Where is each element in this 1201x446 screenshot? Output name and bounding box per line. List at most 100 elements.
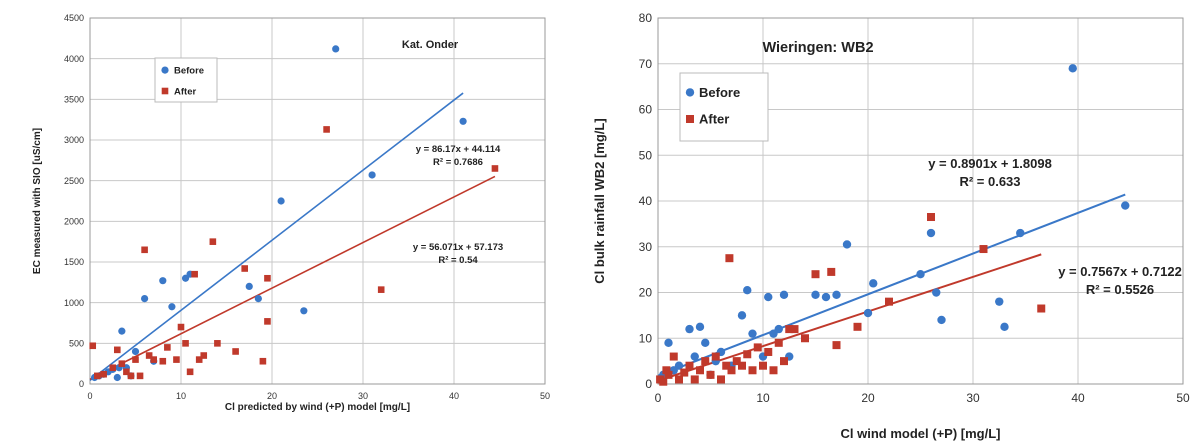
point-after: [738, 361, 746, 370]
point-before: [737, 311, 747, 320]
equation-before: y = 0.8901x + 1.8098: [928, 156, 1052, 171]
point-after: [118, 360, 126, 367]
point-before: [459, 117, 467, 125]
point-after: [979, 245, 988, 254]
point-after: [753, 343, 762, 352]
y-tick-label: 500: [69, 338, 84, 348]
point-after: [145, 352, 153, 359]
point-before: [748, 329, 757, 338]
point-after: [801, 334, 809, 343]
point-after: [748, 366, 757, 375]
point-after: [927, 213, 935, 222]
chart-title: Kat. Onder: [402, 39, 459, 51]
y-tick-label: 2000: [64, 216, 84, 226]
point-after: [669, 352, 678, 361]
y-tick-label: 3500: [64, 94, 84, 104]
legend-marker-before: [685, 88, 695, 97]
x-tick-label: 10: [756, 391, 770, 405]
point-after: [150, 356, 157, 363]
point-after: [774, 338, 783, 347]
legend-marker-before: [161, 66, 169, 74]
plot-border: [657, 17, 1184, 385]
point-before: [332, 45, 340, 53]
point-after: [182, 340, 189, 347]
point-after: [790, 325, 799, 334]
x-tick-label: 0: [87, 391, 92, 401]
point-before: [821, 292, 831, 302]
y-tick-label: 20: [639, 286, 653, 300]
point-after: [685, 361, 694, 370]
point-after: [232, 348, 239, 355]
point-before: [118, 327, 126, 335]
point-after: [764, 347, 773, 356]
point-after: [759, 361, 767, 370]
point-after: [132, 356, 139, 363]
point-after: [701, 357, 710, 366]
point-after: [662, 366, 671, 375]
legend-label-after: After: [174, 86, 196, 97]
point-after: [264, 318, 271, 325]
y-tick-label: 60: [639, 103, 653, 117]
x-tick-label: 0: [655, 391, 662, 405]
point-before: [764, 292, 773, 302]
y-tick-label: 4000: [64, 54, 84, 64]
legend-label-before: Before: [699, 85, 740, 100]
point-after: [853, 322, 862, 331]
chart-wieringen-wb2: 0 10 20 30 40 50 0 10 20 30 40 50 60 70 80 Cl wind mode…: [592, 11, 1190, 441]
x-tick-label: 40: [1071, 391, 1085, 405]
trendline-after: [89, 175, 496, 381]
plot-border: [89, 17, 546, 385]
point-before: [811, 290, 820, 299]
point-after: [690, 375, 699, 384]
point-after: [100, 370, 107, 378]
point-after: [785, 325, 794, 334]
y-tick-label: 40: [639, 194, 653, 208]
point-before: [300, 307, 308, 315]
x-tick-label: 50: [540, 391, 550, 401]
point-before: [932, 288, 941, 297]
r2-before: R² = 0.7686: [433, 157, 483, 168]
point-after: [491, 165, 499, 172]
equation-after: y = 0.7567x + 0.7122: [1058, 264, 1182, 279]
point-before: [254, 295, 262, 303]
x-axis-title: Cl predicted by wind (+P) model [mg/L]: [225, 402, 410, 413]
point-after: [659, 377, 668, 386]
point-after: [209, 238, 217, 245]
point-before: [168, 303, 176, 311]
point-before: [685, 324, 694, 334]
point-after: [136, 372, 144, 380]
point-after: [177, 323, 185, 331]
x-tick-label: 50: [1176, 391, 1190, 405]
point-after: [241, 265, 248, 272]
point-after: [259, 357, 267, 365]
point-after: [164, 344, 171, 351]
point-after: [680, 368, 689, 377]
legend-box: [679, 72, 769, 142]
point-before: [995, 297, 1004, 306]
point-after: [811, 270, 820, 279]
point-after: [727, 366, 736, 375]
legend-box: [154, 57, 218, 103]
point-after: [696, 366, 704, 375]
legend-label-before: Before: [174, 65, 204, 76]
chart-kat-onder: 0 10 20 30 40 5005001000150020002500300035004…: [32, 13, 550, 413]
y-tick-label: 2500: [64, 176, 84, 186]
legend-label-after: After: [699, 112, 729, 127]
point-after: [706, 370, 715, 379]
point-after: [769, 366, 778, 375]
point-after: [664, 370, 673, 379]
point-before: [1016, 228, 1025, 238]
point-before: [690, 352, 699, 361]
point-after: [114, 346, 121, 354]
y-axis-title: Cl bulk rainfall WB2 [mg/L]: [592, 118, 607, 283]
legend-marker-after: [161, 87, 169, 95]
point-before: [863, 308, 873, 318]
trendline-after: [657, 253, 1042, 382]
point-before: [277, 197, 285, 205]
x-tick-label: 40: [449, 391, 459, 401]
point-after: [191, 270, 198, 278]
y-axis-title: EC measured with SIO [uS/cm]: [32, 128, 43, 274]
point-after: [200, 352, 208, 359]
point-before: [869, 279, 878, 288]
point-after: [725, 254, 734, 263]
